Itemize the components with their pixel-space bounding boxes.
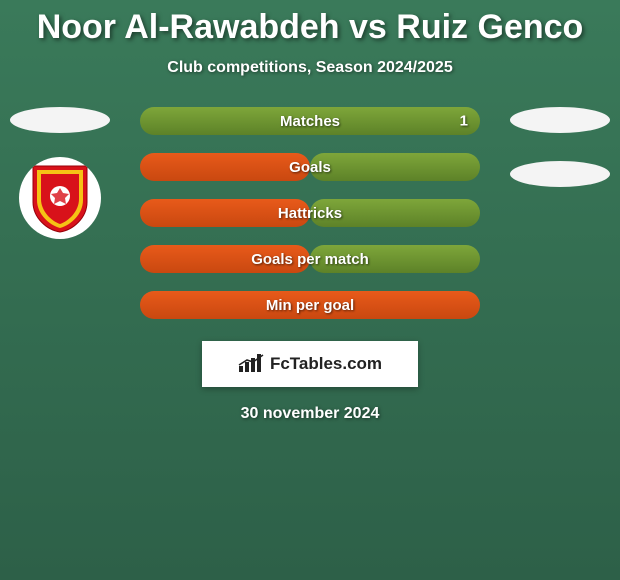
stat-bars: Matches 1 Goals Hattricks Goals per match Min… — [140, 107, 480, 319]
stat-bar: Matches 1 — [140, 107, 480, 135]
bar-label: Matches — [280, 113, 340, 130]
bar-fill-left — [140, 153, 310, 181]
subtitle: Club competitions, Season 2024/2025 — [0, 59, 620, 77]
player-name-bubble-left — [10, 107, 110, 133]
comparison-chart: Matches 1 Goals Hattricks Goals per match Min… — [0, 107, 620, 319]
club-badge-left — [19, 157, 101, 239]
bar-label: Hattricks — [278, 205, 342, 222]
date-text: 30 november 2024 — [0, 405, 620, 423]
page-title: Noor Al-Rawabdeh vs Ruiz Genco — [0, 0, 620, 47]
right-player-column — [500, 107, 620, 211]
bar-label: Goals per match — [251, 251, 369, 268]
bar-label: Goals — [289, 159, 331, 176]
shield-icon — [29, 162, 91, 234]
bar-value-right: 1 — [460, 113, 468, 130]
stat-bar: Goals — [140, 153, 480, 181]
bar-label: Min per goal — [266, 297, 354, 314]
credit-box: FcTables.com — [202, 341, 418, 387]
stat-bar: Min per goal — [140, 291, 480, 319]
credit-text: FcTables.com — [270, 354, 382, 374]
bar-chart-icon — [238, 354, 264, 374]
stat-bar: Hattricks — [140, 199, 480, 227]
left-player-column — [0, 107, 120, 239]
stat-bar: Goals per match — [140, 245, 480, 273]
player-name-bubble-right-2 — [510, 161, 610, 187]
player-name-bubble-right-1 — [510, 107, 610, 133]
bar-fill-right — [310, 153, 480, 181]
